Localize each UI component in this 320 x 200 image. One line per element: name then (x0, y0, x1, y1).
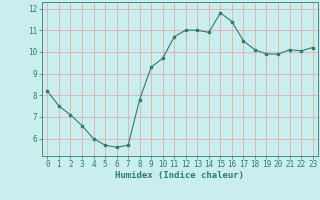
X-axis label: Humidex (Indice chaleur): Humidex (Indice chaleur) (116, 171, 244, 180)
